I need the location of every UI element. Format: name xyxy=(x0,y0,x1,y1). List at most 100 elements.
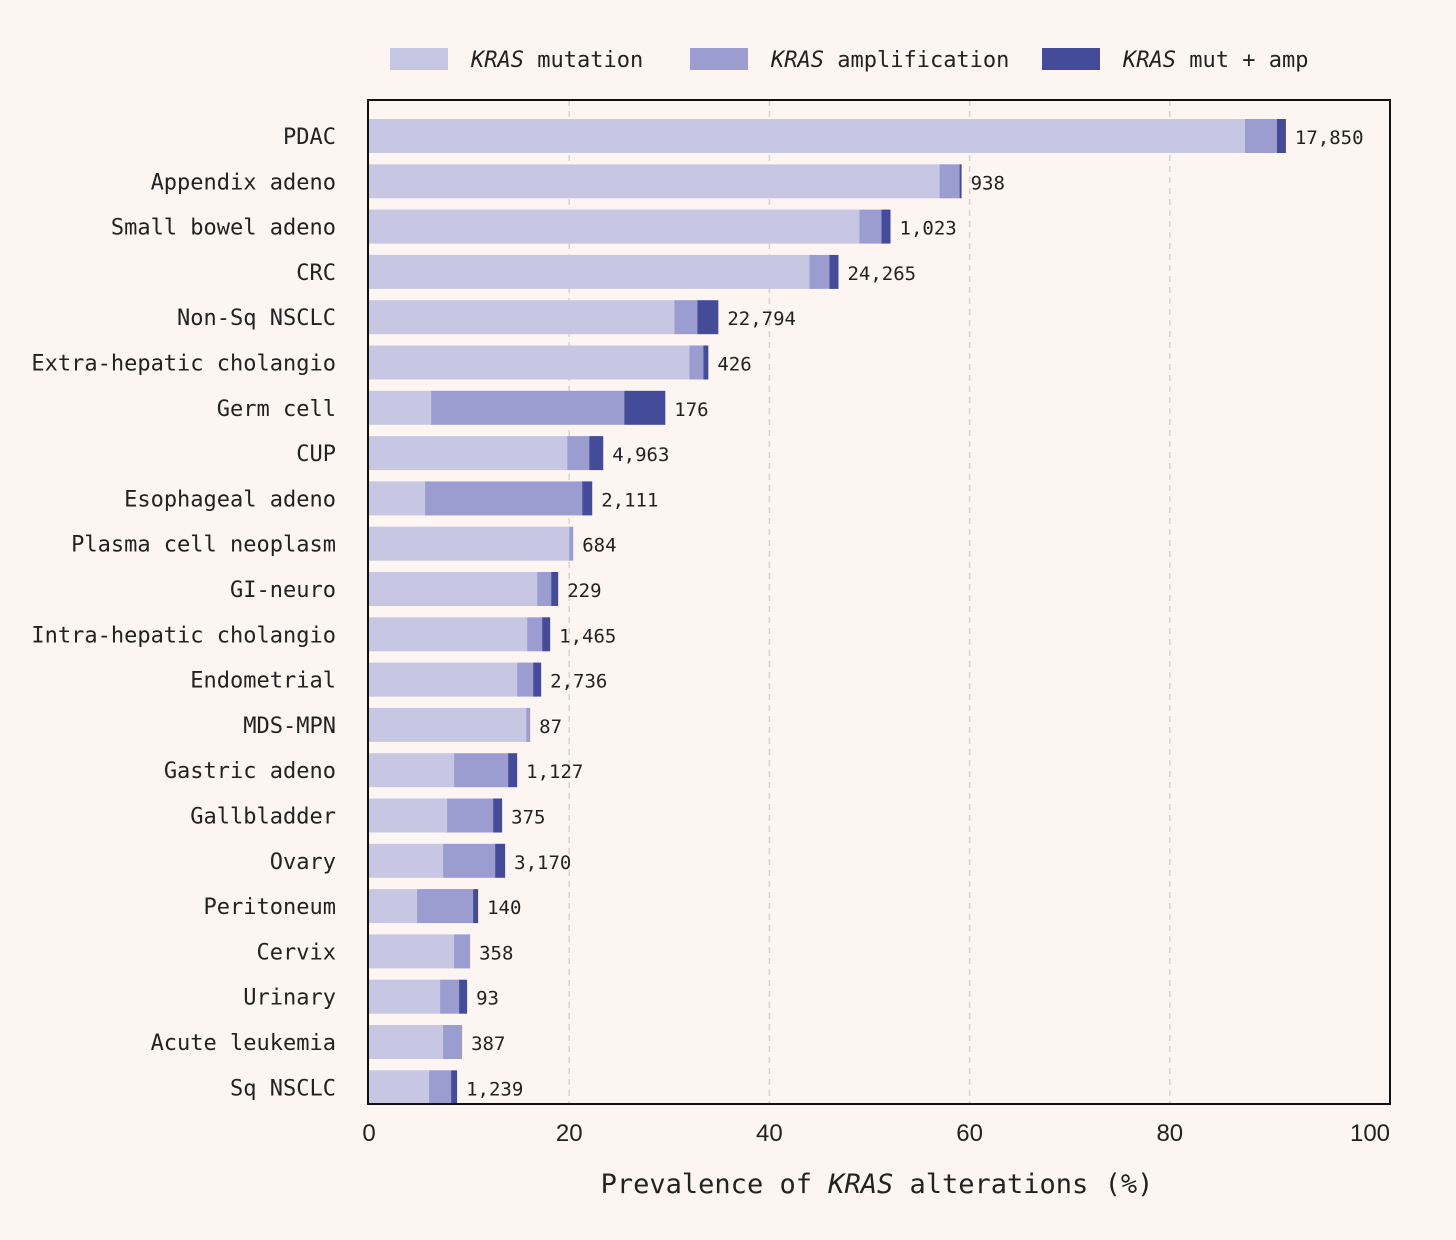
legend-label-mut_amp: KRAS mut + amp xyxy=(1122,48,1308,73)
n-label: 1,127 xyxy=(526,761,583,783)
bar-amplification xyxy=(431,390,625,425)
bar-amplification xyxy=(674,300,698,335)
category-label: Gastric adeno xyxy=(164,759,336,784)
n-label: 22,794 xyxy=(727,308,796,330)
bar-mut_amp xyxy=(495,843,506,878)
bar-amplification xyxy=(417,889,474,924)
category-label: CUP xyxy=(296,442,336,467)
bar-amplification xyxy=(809,254,830,289)
bar-amplification xyxy=(454,753,509,788)
n-label: 1,239 xyxy=(466,1078,523,1100)
bar-mutation xyxy=(369,707,527,742)
category-label: Gallbladder xyxy=(190,805,336,830)
n-label: 426 xyxy=(717,354,751,376)
bar-mut_amp xyxy=(881,209,891,244)
bar-mut_amp xyxy=(959,164,962,199)
bar-mutation xyxy=(369,843,444,878)
bar-amplification xyxy=(443,843,496,878)
bar-mutation xyxy=(369,617,528,652)
category-label: Extra-hepatic cholangio xyxy=(31,352,336,377)
bar-mut_amp xyxy=(533,662,542,697)
bar-mutation xyxy=(369,1025,444,1059)
value-labels: 17,850 938 1,023 24,265 22,794 426 176 4,963 2,1… xyxy=(466,127,1363,1100)
n-label: 87 xyxy=(539,716,562,738)
legend-swatch-mutation xyxy=(390,48,448,70)
category-label: Sq NSCLC xyxy=(230,1076,336,1101)
category-label: Non-Sq NSCLC xyxy=(177,306,336,331)
category-label: Germ cell xyxy=(217,397,336,422)
x-tick-label: 80 xyxy=(1156,1120,1183,1147)
bar-mut_amp xyxy=(508,753,518,788)
category-label: Peritoneum xyxy=(204,895,336,920)
legend-swatch-amplification xyxy=(690,48,748,70)
bar-amplification xyxy=(569,526,574,561)
category-labels: PDAC Appendix adeno Small bowel adeno CRC No… xyxy=(31,125,336,1101)
bar-mut_amp xyxy=(829,254,839,289)
x-tick-label: 20 xyxy=(556,1120,583,1147)
n-label: 93 xyxy=(476,988,499,1010)
category-label: Plasma cell neoplasm xyxy=(71,533,336,558)
bar-mutation xyxy=(369,979,441,1014)
bar-amplification xyxy=(517,662,534,697)
bar-mutation xyxy=(369,934,455,969)
bar-mutation xyxy=(369,481,426,516)
n-label: 1,023 xyxy=(900,218,957,240)
bars xyxy=(369,119,1286,1105)
legend: KRAS mutation KRAS amplification KRAS mut … xyxy=(390,48,1308,73)
bar-mut_amp xyxy=(542,617,551,652)
category-label: PDAC xyxy=(283,125,336,150)
bar-amplification xyxy=(425,481,583,516)
category-label: Ovary xyxy=(270,850,336,875)
bar-mut_amp xyxy=(493,798,503,833)
n-label: 176 xyxy=(674,399,708,421)
bar-amplification xyxy=(443,1025,463,1059)
category-label: Small bowel adeno xyxy=(111,216,336,241)
category-label: Intra-hepatic cholangio xyxy=(31,623,336,648)
bar-mutation xyxy=(369,798,448,833)
n-label: 2,111 xyxy=(601,489,658,511)
bar-amplification xyxy=(859,209,882,244)
n-label: 4,963 xyxy=(612,444,669,466)
bar-mut_amp xyxy=(697,300,719,335)
bar-amplification xyxy=(440,979,460,1014)
legend-label-mutation: KRAS mutation xyxy=(470,48,643,73)
bar-mut_amp xyxy=(703,345,709,380)
n-label: 229 xyxy=(567,580,601,602)
bar-mutation xyxy=(369,662,518,697)
bar-amplification xyxy=(537,572,552,606)
legend-swatch-mut_amp xyxy=(1042,48,1100,70)
bar-mutation xyxy=(369,1070,430,1105)
category-label: CRC xyxy=(296,261,336,286)
bar-mutation xyxy=(369,889,418,924)
bar-mut_amp xyxy=(451,1070,458,1105)
bar-mut_amp xyxy=(1276,119,1286,153)
plot-frame xyxy=(367,99,1391,1105)
x-tick-label: 60 xyxy=(956,1120,983,1147)
bar-mutation xyxy=(369,390,432,425)
bar-mut_amp xyxy=(582,481,593,516)
category-label: MDS-MPN xyxy=(243,714,336,739)
category-label: Esophageal adeno xyxy=(124,487,336,512)
bar-mutation xyxy=(369,753,455,788)
bar-mut_amp xyxy=(551,572,559,606)
bar-amplification xyxy=(1244,119,1277,153)
x-tick-label: 40 xyxy=(756,1120,783,1147)
bar-amplification xyxy=(939,164,960,199)
bar-mut_amp xyxy=(459,979,468,1014)
bar-amplification xyxy=(689,345,704,380)
bar-amplification xyxy=(447,798,494,833)
x-tick-label: 0 xyxy=(362,1120,375,1147)
bar-amplification xyxy=(527,617,543,652)
bar-mutation xyxy=(369,209,860,244)
n-label: 24,265 xyxy=(847,263,916,285)
bar-mutation xyxy=(369,526,570,561)
x-tick-labels: 0 20 40 60 80 100 xyxy=(362,1120,1390,1147)
bar-amplification xyxy=(567,436,590,471)
n-label: 375 xyxy=(511,807,545,829)
category-label: Cervix xyxy=(257,940,336,965)
category-label: Urinary xyxy=(243,986,336,1011)
bar-mut_amp xyxy=(473,889,479,924)
n-label: 17,850 xyxy=(1295,127,1364,149)
bar-mut_amp xyxy=(589,436,604,471)
